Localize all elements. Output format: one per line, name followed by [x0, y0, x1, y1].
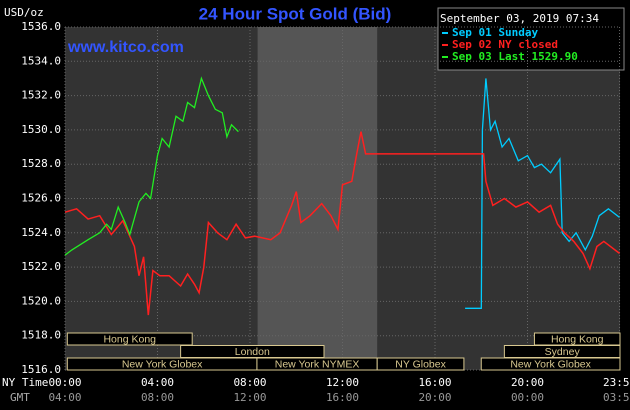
legend-label: Sep 01 Sunday	[452, 26, 538, 39]
x-tick-label: 16:00	[418, 376, 451, 389]
x-axis-label: GMT	[10, 391, 30, 404]
x-tick-label: 12:00	[326, 376, 359, 389]
y-tick-label: 1536.0	[21, 20, 61, 33]
gmt-tick-label: 12:00	[233, 391, 266, 404]
session-box	[66, 332, 193, 346]
y-tick-label: 1534.0	[21, 54, 61, 67]
session-box	[480, 357, 621, 371]
x-tick-label: 08:00	[233, 376, 266, 389]
y-tick-label: 1516.0	[21, 363, 61, 376]
y-label: USD/oz	[4, 6, 44, 19]
series-line	[465, 78, 620, 309]
x-tick-label: 04:00	[141, 376, 174, 389]
session-label: Sydney	[545, 346, 581, 358]
y-tick-label: 1532.0	[21, 89, 61, 102]
session-label: New York NYMEX	[275, 358, 360, 370]
session-label: New York Globex	[122, 358, 203, 370]
y-tick-label: 1528.0	[21, 157, 61, 170]
series-line	[64, 76, 239, 256]
gmt-tick-label: 08:00	[141, 391, 174, 404]
series-line	[64, 131, 620, 316]
session-label: Hong Kong	[551, 333, 604, 345]
gmt-tick-label: 20:00	[418, 391, 451, 404]
session-label: Hong Kong	[103, 333, 156, 345]
chart-title: 24 Hour Spot Gold (Bid)	[199, 4, 392, 23]
y-tick-label: 1524.0	[21, 226, 61, 239]
legend-label: Sep 03 Last 1529.90	[452, 50, 578, 63]
gmt-tick-label: 04:00	[48, 391, 81, 404]
gmt-tick-label: 00:00	[511, 391, 544, 404]
session-box	[376, 357, 465, 371]
y-tick-label: 1522.0	[21, 260, 61, 273]
y-tick-label: 1526.0	[21, 192, 61, 205]
x-tick-label: 00:00	[48, 376, 81, 389]
session-label: New York Globex	[510, 358, 591, 370]
y-tick-label: 1530.0	[21, 123, 61, 136]
session-label: NY Globex	[395, 358, 446, 370]
y-tick-label: 1520.0	[21, 294, 61, 307]
legend-box	[437, 7, 625, 71]
gmt-tick-label: 16:00	[326, 391, 359, 404]
legend-label: Sep 02 NY closed	[452, 38, 558, 51]
timestamp: September 03, 2019 07:34	[440, 12, 599, 25]
x-tick-label: 23:59	[603, 376, 630, 389]
session-label: London	[235, 346, 270, 358]
gmt-tick-label: 03:59	[603, 391, 630, 404]
x-tick-label: 20:00	[511, 376, 544, 389]
watermark: www.kitco.com	[67, 39, 184, 56]
x-axis-label: NY Time	[2, 376, 48, 389]
y-tick-label: 1518.0	[21, 329, 61, 342]
